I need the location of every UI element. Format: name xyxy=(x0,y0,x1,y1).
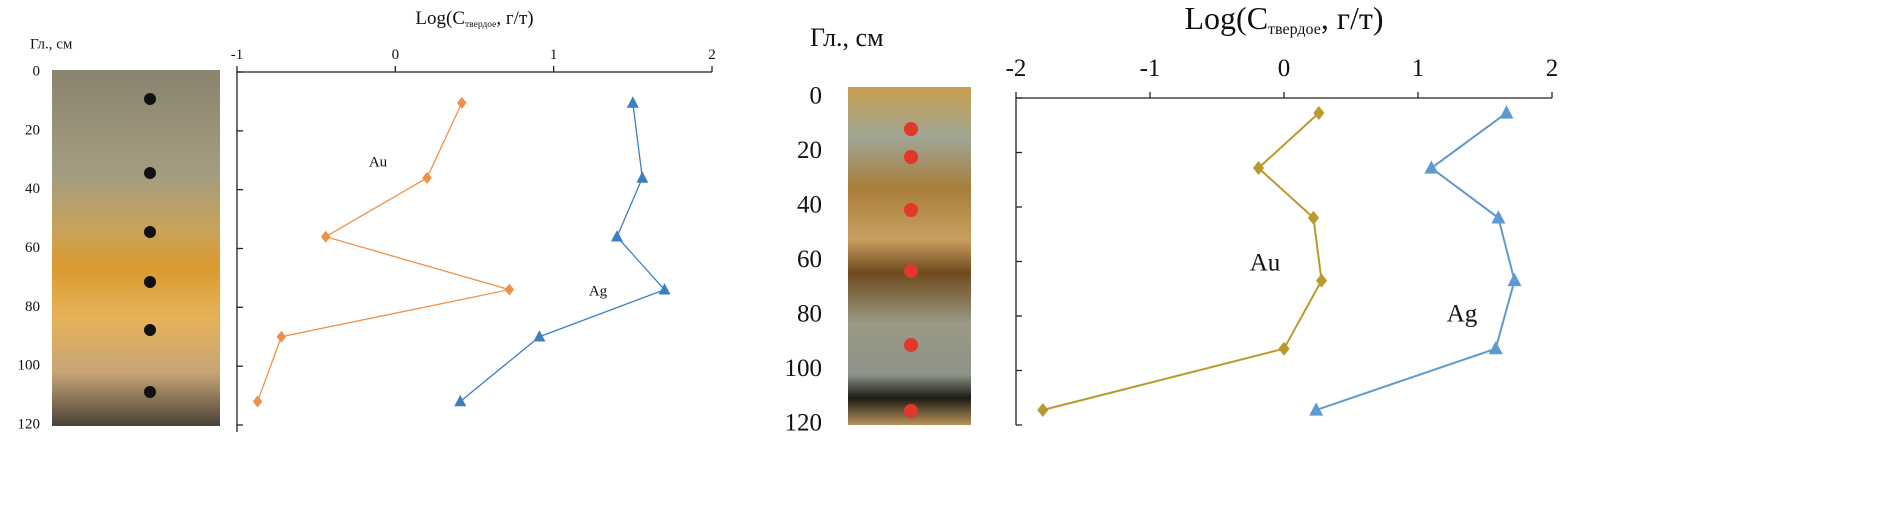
series-label: Au xyxy=(1250,250,1281,277)
y-axis-label: Гл., см xyxy=(810,23,884,52)
data-point xyxy=(1424,160,1439,174)
y-tick-label: 20 xyxy=(797,137,822,164)
title-subscript: твердое xyxy=(1268,21,1321,38)
y-tick-label: 40 xyxy=(797,192,822,219)
data-point xyxy=(422,171,432,184)
data-point xyxy=(658,283,671,295)
data-point xyxy=(276,330,287,343)
title-part: , г/т) xyxy=(1321,0,1384,36)
series-label: Ag xyxy=(589,283,608,299)
x-tick-label: 0 xyxy=(1278,55,1291,82)
data-point xyxy=(454,394,467,407)
title-part: , г/т) xyxy=(496,8,533,29)
series-line xyxy=(256,102,510,402)
title-part: Log(C xyxy=(1185,0,1269,36)
y-tick-label: 100 xyxy=(18,358,41,374)
data-point xyxy=(1252,161,1265,176)
series-label: Ag xyxy=(1447,301,1478,328)
data-point xyxy=(1499,105,1514,119)
data-point xyxy=(533,330,546,342)
data-point xyxy=(252,395,263,408)
data-point xyxy=(611,230,623,242)
data-point xyxy=(1313,105,1325,120)
x-tick-label: 0 xyxy=(392,47,400,63)
y-tick-label: 80 xyxy=(25,299,40,315)
series-label: Au xyxy=(369,154,388,170)
data-point xyxy=(1278,341,1290,356)
data-point xyxy=(504,283,515,296)
y-tick-label: 120 xyxy=(785,410,823,437)
x-tick-label: 2 xyxy=(1546,55,1559,82)
y-tick-label: 120 xyxy=(18,416,41,432)
series-line xyxy=(1315,112,1516,411)
data-point xyxy=(1037,403,1049,418)
x-tick-label: 1 xyxy=(550,47,558,63)
data-point xyxy=(457,96,467,109)
data-point xyxy=(1309,402,1324,416)
y-axis-label: Гл., см xyxy=(30,36,73,52)
series-line xyxy=(1042,112,1323,411)
data-point xyxy=(1491,210,1506,224)
data-point xyxy=(320,230,331,243)
x-tick-label: -1 xyxy=(1140,55,1161,82)
x-tick-label: -2 xyxy=(1006,55,1027,82)
y-tick-label: 60 xyxy=(797,246,822,273)
data-point xyxy=(1315,273,1328,288)
data-point xyxy=(1488,341,1503,355)
chart-title: Log(Cтвердое, г/т) xyxy=(1185,0,1384,37)
x-tick-label: 2 xyxy=(708,47,716,63)
y-tick-label: 80 xyxy=(797,301,822,328)
chart-title: Log(Cтвердое, г/т) xyxy=(415,8,533,30)
y-tick-label: 40 xyxy=(25,181,40,197)
x-tick-label: 1 xyxy=(1412,55,1425,82)
data-point xyxy=(1507,272,1522,287)
title-subscript: твердое xyxy=(465,20,496,30)
y-tick-label: 20 xyxy=(25,122,40,138)
y-tick-label: 100 xyxy=(785,355,823,382)
title-part: Log(C xyxy=(415,8,465,29)
data-point xyxy=(626,96,639,108)
y-tick-label: 0 xyxy=(33,63,41,79)
data-point xyxy=(636,171,649,183)
series-line xyxy=(459,102,666,402)
data-point xyxy=(1307,210,1320,225)
soil-photo xyxy=(848,87,971,425)
x-tick-label: -1 xyxy=(231,47,244,63)
y-tick-label: 60 xyxy=(25,240,40,256)
y-tick-label: 0 xyxy=(810,83,823,110)
soil-photo xyxy=(52,70,220,426)
